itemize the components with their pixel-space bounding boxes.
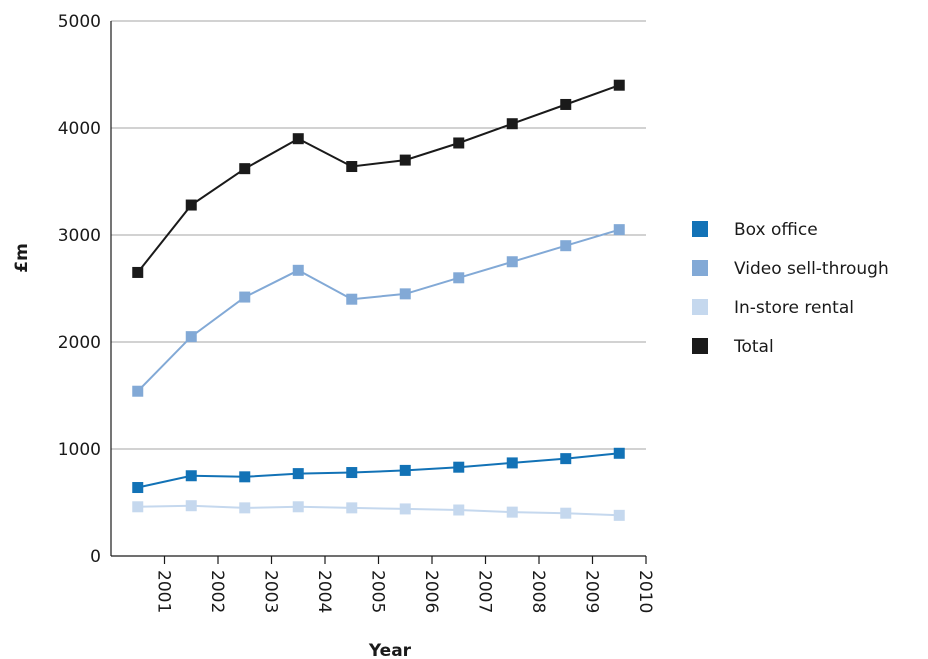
legend-swatch — [692, 338, 708, 354]
axes — [110, 21, 647, 564]
x-axis-label: Year — [368, 641, 412, 659]
data-point — [560, 98, 572, 110]
data-point — [239, 291, 251, 303]
legend-label: Box office — [734, 220, 818, 240]
x-tick-label: 2003 — [261, 570, 281, 613]
x-tick-label: 2004 — [314, 570, 334, 613]
data-point — [346, 467, 358, 479]
data-point — [185, 331, 197, 343]
data-point — [399, 154, 411, 166]
data-point — [613, 447, 625, 459]
y-tick-label: 5000 — [58, 12, 101, 32]
data-point — [399, 503, 411, 515]
series-in-store-rental — [132, 500, 625, 521]
legend-swatch — [692, 221, 708, 237]
x-tick-label: 2008 — [528, 570, 548, 613]
series-group — [132, 79, 625, 521]
data-point — [613, 224, 625, 236]
x-tick-label: 2007 — [475, 570, 495, 613]
data-point — [506, 506, 518, 518]
legend-item-total: Total — [692, 337, 774, 357]
data-point — [560, 240, 572, 252]
x-tick-label: 2010 — [635, 570, 655, 613]
legend-label: Video sell-through — [734, 259, 889, 279]
legend: Box office Video sell-through In-store ren… — [692, 220, 889, 357]
data-point — [506, 256, 518, 268]
data-point — [185, 500, 197, 512]
x-tick-labels: 2001 2002 2003 2004 2005 2006 2007 2008 2009 2010 — [154, 570, 656, 613]
data-point — [132, 266, 144, 278]
data-point — [132, 501, 144, 513]
series-line-total — [137, 84, 620, 274]
y-tick-label: 3000 — [58, 226, 101, 246]
x-tick-label: 2001 — [154, 570, 174, 613]
legend-item-box-office: Box office — [692, 220, 818, 240]
y-tick-label: 0 — [90, 547, 101, 567]
data-point — [185, 199, 197, 211]
data-point — [560, 453, 572, 465]
data-point — [506, 457, 518, 469]
legend-swatch — [692, 299, 708, 315]
x-tick-label: 2002 — [207, 570, 227, 613]
data-point — [346, 161, 358, 173]
data-point — [399, 288, 411, 300]
series-line-box-office — [137, 452, 620, 489]
series-total — [132, 79, 625, 278]
data-point — [399, 464, 411, 476]
series-box-office — [132, 447, 625, 494]
y-axis-label: £m — [12, 243, 32, 273]
data-point — [453, 137, 465, 149]
grid-lines — [111, 20, 646, 450]
data-point — [239, 471, 251, 483]
data-point — [292, 264, 304, 276]
data-point — [453, 461, 465, 473]
series-line-in-store-rental — [137, 504, 620, 517]
x-tick-label: 2009 — [582, 570, 602, 613]
y-tick-label: 4000 — [58, 119, 101, 139]
series-line-video-sell-through — [137, 228, 620, 392]
data-point — [132, 482, 144, 494]
data-point — [346, 293, 358, 305]
y-tick-labels: 0 1000 2000 3000 4000 5000 — [58, 12, 101, 567]
data-point — [292, 468, 304, 480]
data-point — [239, 163, 251, 175]
legend-swatch — [692, 260, 708, 276]
data-point — [560, 507, 572, 519]
legend-item-in-store-rental: In-store rental — [692, 298, 854, 318]
legend-label: In-store rental — [734, 298, 854, 318]
data-point — [292, 133, 304, 145]
y-tick-label: 2000 — [58, 333, 101, 353]
data-point — [453, 272, 465, 284]
data-point — [346, 502, 358, 514]
data-point — [506, 118, 518, 130]
data-point — [292, 501, 304, 513]
series-video-sell-through — [132, 224, 625, 397]
data-point — [613, 509, 625, 521]
data-point — [613, 79, 625, 91]
y-tick-label: 1000 — [58, 440, 101, 460]
legend-label: Total — [733, 337, 774, 357]
data-point — [132, 385, 144, 397]
legend-item-video-sell-through: Video sell-through — [692, 259, 889, 279]
x-tick-label: 2006 — [421, 570, 441, 613]
data-point — [239, 502, 251, 514]
data-point — [185, 470, 197, 482]
data-point — [453, 504, 465, 516]
x-tick-label: 2005 — [368, 570, 388, 613]
